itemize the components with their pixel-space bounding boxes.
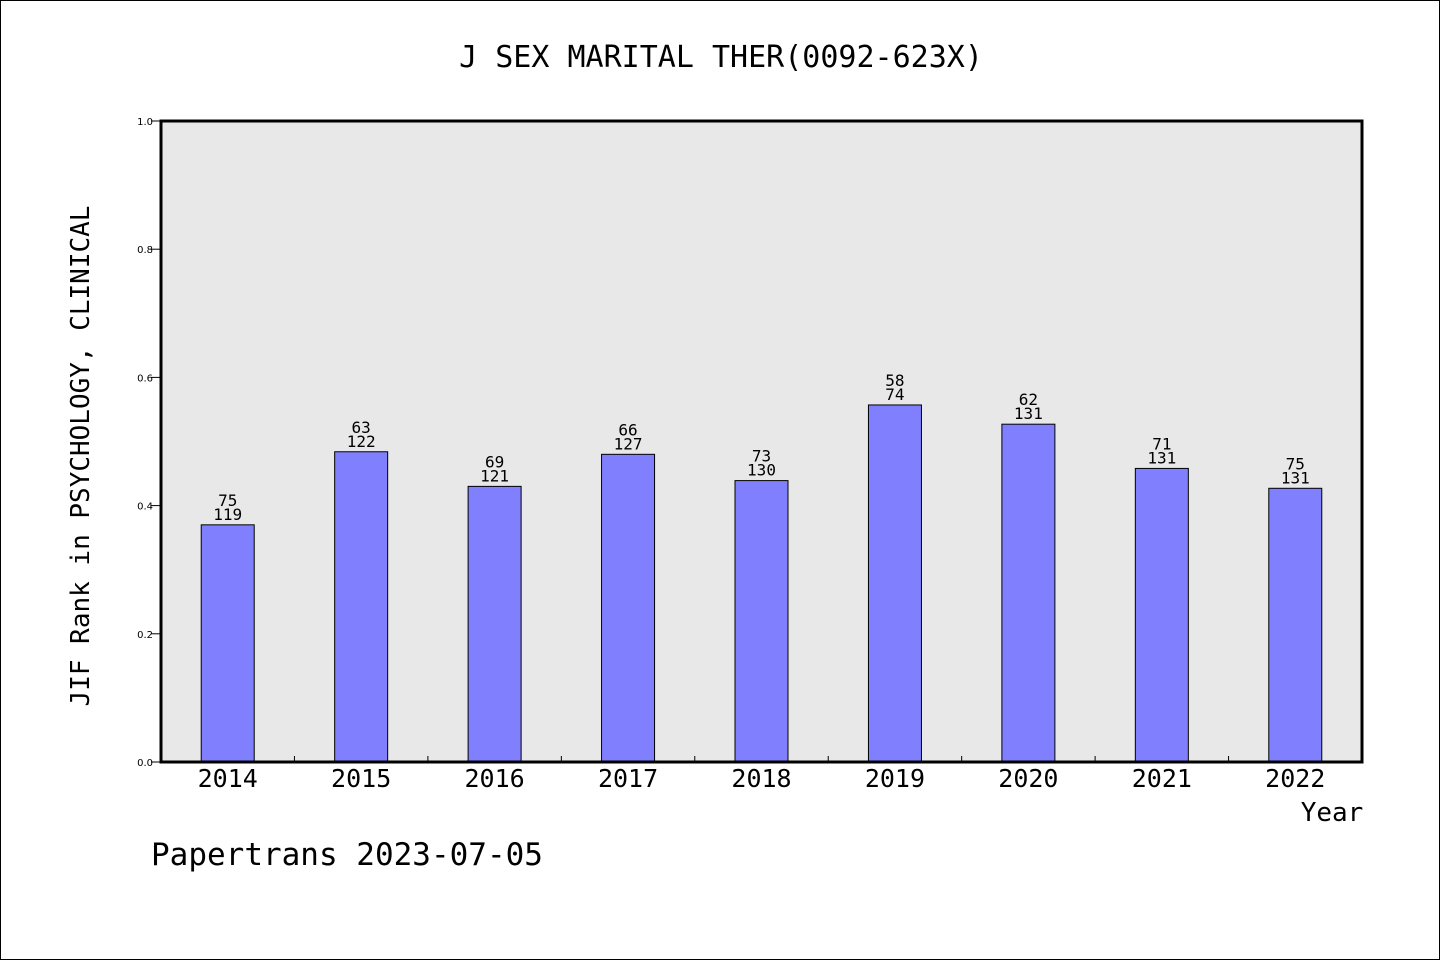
bar-2016 (467, 485, 522, 763)
x-tick-label: 2018 (731, 764, 791, 793)
bar-2018 (734, 480, 789, 763)
plot-border (159, 119, 1364, 764)
bar-total-label: 122 (347, 432, 376, 451)
bar-rank-label: 71 (1152, 434, 1171, 453)
x-tick-label: 2021 (1132, 764, 1192, 793)
bar-2014 (200, 524, 255, 763)
x-tick-label: 2017 (598, 764, 658, 793)
bar-2015 (334, 451, 389, 763)
y-tick-label: 0.4 (137, 502, 153, 513)
bars-group (200, 404, 1323, 763)
source-footer: Papertrans 2023-07-05 (151, 837, 543, 873)
y-tick-label: 0.2 (137, 630, 153, 641)
bar-2020 (1001, 423, 1056, 763)
y-tick-label: 0.0 (137, 758, 153, 769)
bar-total-label: 119 (213, 505, 242, 524)
chart-title: J SEX MARITAL THER(0092-623X) (459, 40, 983, 75)
bar-total-label: 130 (747, 461, 776, 480)
bar-total-label: 131 (1281, 468, 1310, 487)
y-axis: 0.0 0.2 0.4 0.6 0.8 1.0 (137, 117, 161, 769)
bar-rank-label: 73 (752, 447, 771, 466)
bar-2019 (867, 404, 922, 763)
y-axis-label: JIF Rank in PSYCHOLOGY, CLINICAL (66, 206, 96, 707)
y-tick-label: 1.0 (137, 117, 153, 128)
bar-total-label: 131 (1147, 448, 1176, 467)
bar-2021 (1134, 467, 1189, 763)
x-tick-label: 2016 (465, 764, 525, 793)
x-axis: 2014 2015 2016 2017 2018 2019 2020 2021 2022 (198, 756, 1325, 793)
bar-rank-label: 75 (1286, 454, 1305, 473)
bar-rank-label: 69 (485, 452, 504, 471)
bar-2017 (601, 453, 656, 763)
bar-rank-label: 63 (352, 418, 371, 437)
bar-total-label: 127 (614, 434, 643, 453)
x-axis-label: Year (1301, 798, 1364, 828)
bar-rank-label: 62 (1019, 390, 1038, 409)
x-tick-label: 2020 (998, 764, 1058, 793)
bar-total-label: 74 (885, 385, 904, 404)
y-tick-label: 0.6 (137, 373, 153, 384)
bar-total-label: 131 (1014, 404, 1043, 423)
bar-total-label: 121 (480, 466, 509, 485)
bar-2022 (1268, 487, 1323, 763)
x-tick-label: 2022 (1265, 764, 1325, 793)
x-tick-label: 2014 (198, 764, 258, 793)
bar-rank-label: 58 (885, 371, 904, 390)
y-tick-label: 0.8 (137, 245, 153, 256)
x-tick-label: 2015 (331, 764, 391, 793)
bar-rank-label: 75 (218, 491, 237, 510)
x-tick-label: 2019 (865, 764, 925, 793)
bar-rank-label: 66 (618, 420, 637, 439)
